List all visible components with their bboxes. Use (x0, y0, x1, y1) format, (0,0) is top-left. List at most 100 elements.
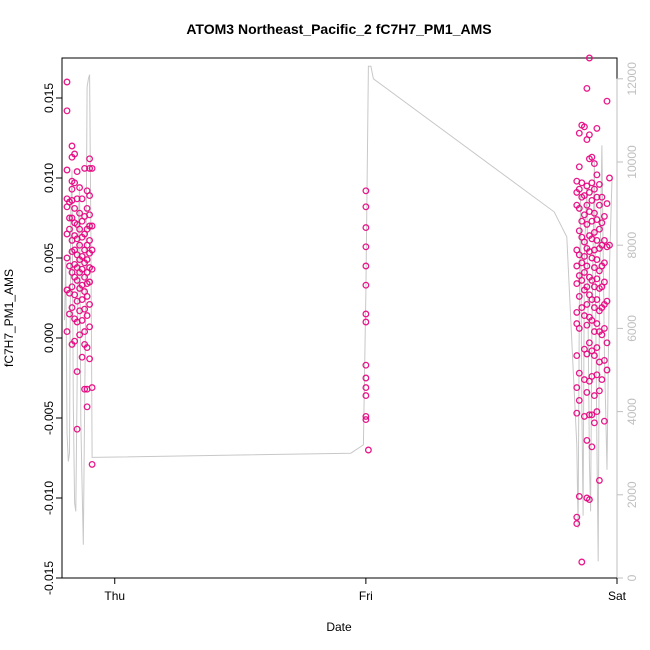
data-point (603, 200, 611, 208)
data-point (362, 374, 370, 382)
data-point (73, 168, 81, 176)
scatter-points-layer (63, 54, 613, 566)
data-point (580, 268, 588, 276)
data-point (578, 558, 586, 566)
data-point (575, 129, 583, 137)
data-point (598, 331, 606, 339)
data-point (600, 324, 608, 332)
data-point (590, 185, 598, 193)
data-point (575, 396, 583, 404)
data-point (575, 163, 583, 171)
data-point (580, 211, 588, 219)
data-point (575, 324, 583, 332)
data-point (583, 321, 591, 329)
data-point (573, 280, 581, 288)
data-point (585, 54, 593, 62)
y2-tick-label: 2000 (625, 481, 639, 508)
data-point (575, 369, 583, 377)
data-point (362, 392, 370, 400)
data-point (81, 305, 89, 313)
data-point (71, 337, 79, 345)
data-point (590, 304, 598, 312)
data-point (573, 308, 581, 316)
data-point (83, 204, 91, 212)
data-point (83, 312, 91, 320)
data-point (600, 356, 608, 364)
data-point (593, 171, 601, 179)
data-point (585, 496, 593, 504)
data-point (595, 476, 603, 484)
data-point (606, 174, 613, 182)
data-point (600, 417, 608, 425)
data-point (580, 252, 588, 260)
x-tick-label: Sat (608, 589, 627, 603)
data-point (593, 256, 601, 264)
x-tick-label: Thu (104, 589, 125, 603)
data-point (66, 310, 73, 318)
data-point (590, 264, 598, 272)
data-point (76, 225, 84, 233)
data-point (73, 276, 81, 284)
data-point (595, 180, 603, 188)
data-point (603, 97, 611, 105)
data-point (590, 228, 598, 236)
data-point (71, 150, 79, 158)
data-point (593, 371, 601, 379)
data-point (88, 265, 96, 273)
data-point (83, 403, 91, 411)
data-point (593, 216, 601, 224)
data-point (573, 262, 581, 270)
data-point (68, 283, 76, 291)
data-point (86, 192, 94, 200)
data-point (86, 323, 94, 331)
y-axis-right: 0 2000 4000 6000 8000 10000 12000 (616, 62, 639, 581)
data-point (593, 408, 601, 416)
data-point (86, 211, 94, 219)
data-point (583, 350, 591, 358)
data-point (578, 304, 586, 312)
data-point (86, 164, 94, 172)
y-tick-label: 0.005 (42, 243, 56, 273)
data-point (362, 262, 370, 270)
data-point (63, 78, 71, 86)
data-point (578, 179, 586, 187)
data-point (598, 193, 606, 201)
data-point (580, 192, 588, 200)
data-point (583, 283, 591, 291)
data-point (590, 392, 598, 400)
data-point (588, 316, 596, 324)
data-point (583, 436, 591, 444)
data-point (362, 384, 370, 392)
y2-tick-label: 6000 (625, 315, 639, 342)
data-point (593, 236, 601, 244)
data-point (78, 195, 86, 203)
y2-tick-label: 10000 (625, 145, 639, 179)
y-tick-label: 0.000 (42, 323, 56, 353)
data-point (590, 160, 598, 168)
data-point (68, 142, 76, 150)
y-tick-label: -0.015 (42, 561, 56, 595)
data-point (575, 204, 583, 212)
data-point (68, 185, 76, 193)
data-point (362, 187, 370, 195)
data-point (86, 236, 94, 244)
data-point (88, 164, 96, 172)
data-point (585, 411, 593, 419)
data-point (66, 214, 73, 222)
data-point (63, 166, 71, 174)
data-point (578, 217, 586, 225)
data-point (595, 201, 603, 209)
data-point (573, 384, 581, 392)
data-point (593, 296, 601, 304)
data-point (362, 203, 370, 211)
data-point (588, 443, 596, 451)
data-point (593, 344, 601, 352)
data-point (593, 124, 601, 132)
data-point (68, 304, 76, 312)
data-point (580, 123, 588, 131)
y-tick-label: -0.010 (42, 481, 56, 515)
altitude-line-layer (64, 65, 613, 562)
data-point (71, 291, 79, 299)
data-point (88, 460, 96, 468)
